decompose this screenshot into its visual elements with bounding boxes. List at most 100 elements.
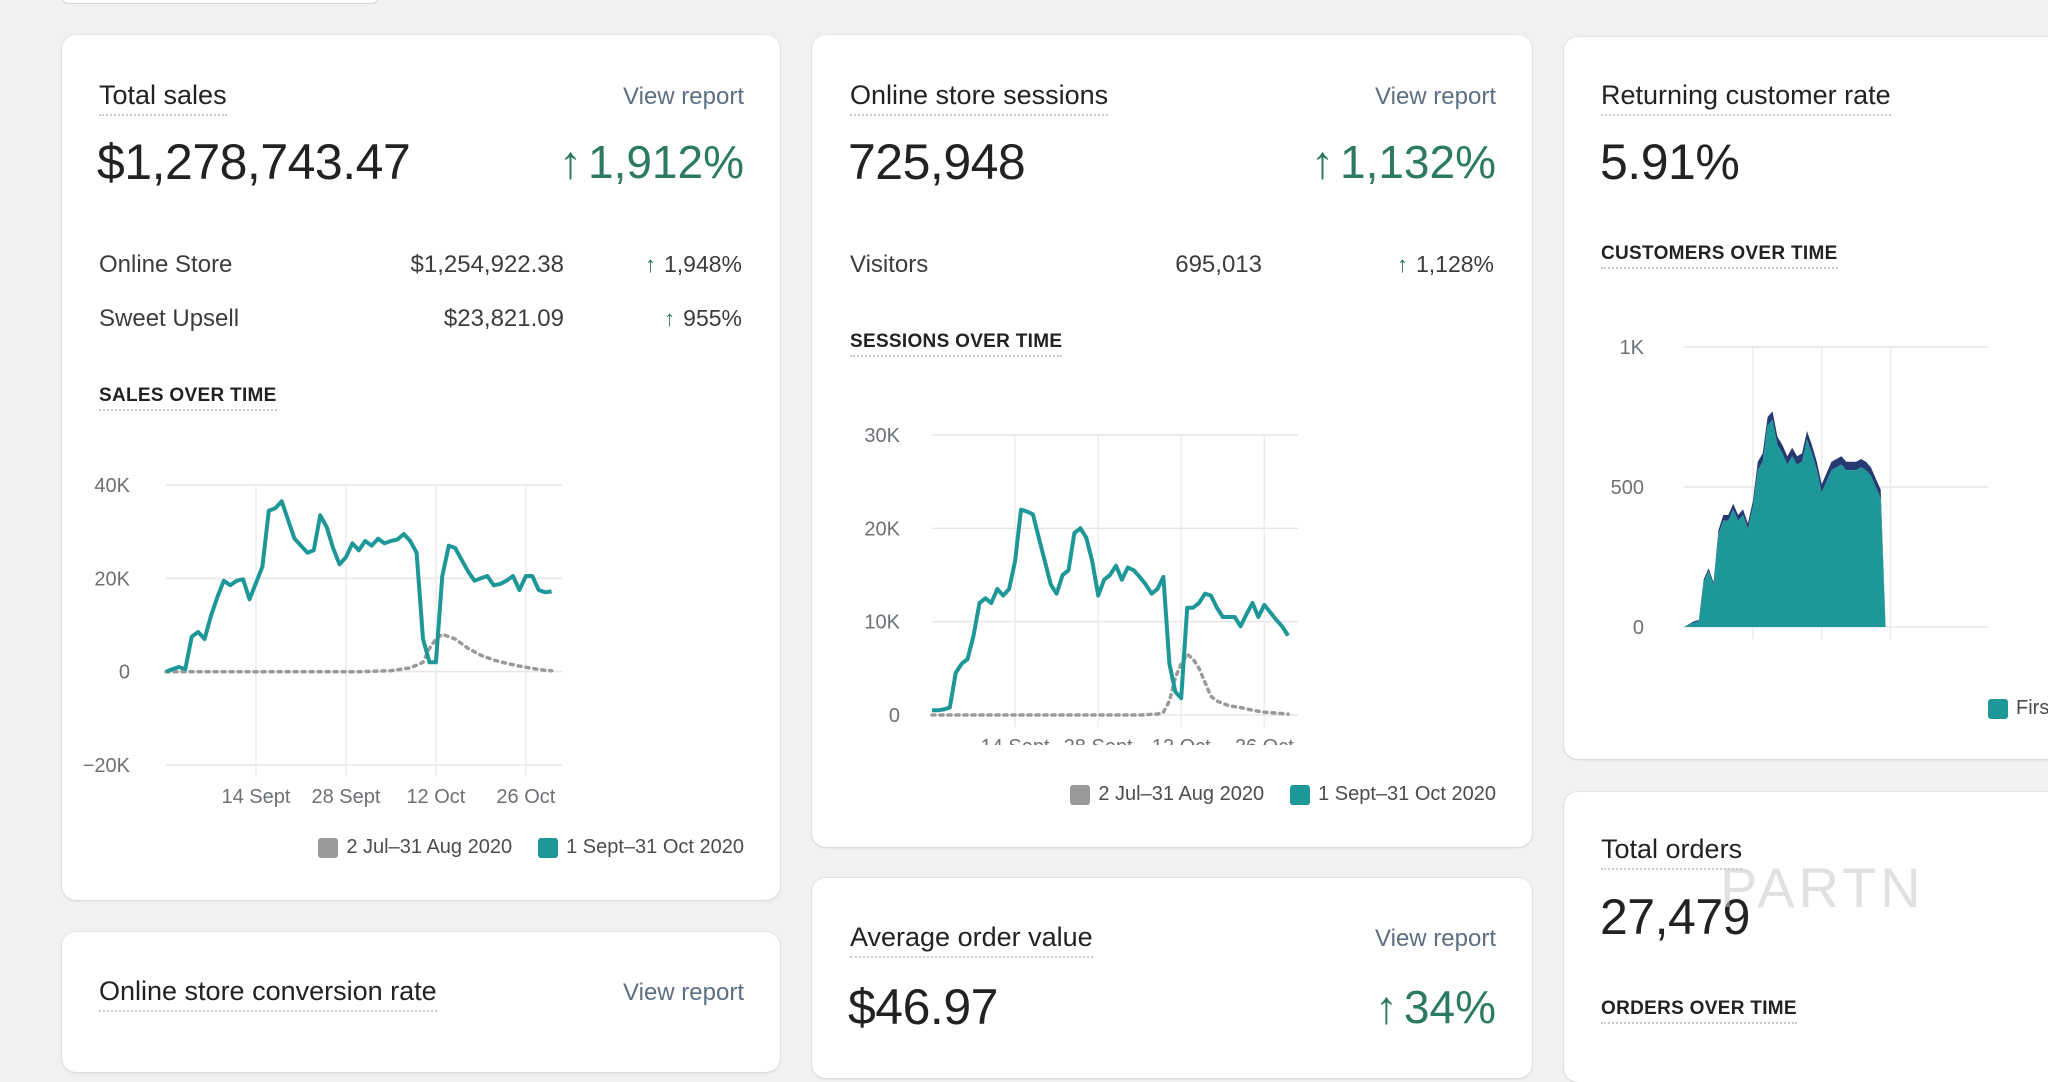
data-point[interactable] xyxy=(246,595,254,603)
data-point[interactable] xyxy=(993,585,1001,593)
data-point[interactable] xyxy=(284,516,292,524)
data-point[interactable] xyxy=(220,577,228,585)
card-title[interactable]: Online store sessions xyxy=(850,80,1109,116)
data-point[interactable] xyxy=(258,563,266,571)
card-title[interactable]: Returning customer rate xyxy=(1601,80,1891,116)
data-point[interactable] xyxy=(1041,557,1049,565)
data-point[interactable] xyxy=(1284,632,1292,640)
view-report-link[interactable]: View report xyxy=(1375,925,1496,952)
data-point[interactable] xyxy=(438,572,446,580)
series-line-current[interactable] xyxy=(165,499,552,674)
data-point[interactable] xyxy=(964,655,972,663)
data-point[interactable] xyxy=(1237,622,1245,630)
data-point[interactable] xyxy=(1159,573,1167,581)
data-point[interactable] xyxy=(226,581,234,589)
data-point[interactable] xyxy=(1136,573,1144,581)
data-point[interactable] xyxy=(181,665,189,673)
section-title[interactable]: ORDERS OVER TIME xyxy=(1601,998,1797,1024)
data-point[interactable] xyxy=(323,523,331,531)
view-report-link[interactable]: View report xyxy=(623,83,744,110)
sales-over-time-chart[interactable]: 40K 20K 0 −20K 14 Sept 28 Sept 12 Oct 26 Oct xyxy=(62,425,780,845)
data-point[interactable] xyxy=(1177,694,1185,702)
data-point[interactable] xyxy=(483,572,491,580)
data-point[interactable] xyxy=(406,537,414,545)
data-point[interactable] xyxy=(999,592,1007,600)
section-title[interactable]: SALES OVER TIME xyxy=(99,385,277,411)
data-point[interactable] xyxy=(355,546,363,554)
data-point[interactable] xyxy=(213,593,221,601)
data-point[interactable] xyxy=(970,632,978,640)
data-point[interactable] xyxy=(1082,534,1090,542)
data-point[interactable] xyxy=(1076,524,1084,532)
data-point[interactable] xyxy=(194,628,202,636)
data-point[interactable] xyxy=(451,544,459,552)
card-title[interactable]: Total orders xyxy=(1601,834,1743,870)
data-point[interactable] xyxy=(1142,580,1150,588)
area-first-time[interactable] xyxy=(1684,419,1886,627)
data-point[interactable] xyxy=(1106,571,1114,579)
data-point[interactable] xyxy=(1064,566,1072,574)
data-point[interactable] xyxy=(336,560,344,568)
data-point[interactable] xyxy=(1266,608,1274,616)
legend-item-previous[interactable]: 2 Jul–31 Aug 2020 xyxy=(1070,783,1264,806)
legend-item-previous[interactable]: 2 Jul–31 Aug 2020 xyxy=(318,836,512,859)
data-point[interactable] xyxy=(528,572,536,580)
data-point[interactable] xyxy=(1248,599,1256,607)
data-point[interactable] xyxy=(1213,604,1221,612)
data-point[interactable] xyxy=(400,530,408,538)
series-line-previous[interactable] xyxy=(930,651,1290,717)
data-point[interactable] xyxy=(548,587,556,595)
data-point[interactable] xyxy=(342,553,350,561)
data-point[interactable] xyxy=(946,704,954,712)
legend-item-first-time[interactable]: Firs xyxy=(1988,697,2048,720)
data-point[interactable] xyxy=(1243,610,1251,618)
data-point[interactable] xyxy=(278,497,286,505)
data-point[interactable] xyxy=(207,612,215,620)
data-point[interactable] xyxy=(1029,510,1037,518)
data-point[interactable] xyxy=(1260,601,1268,609)
data-point[interactable] xyxy=(509,572,517,580)
legend-item-current[interactable]: 1 Sept–31 Oct 2020 xyxy=(538,836,744,859)
data-point[interactable] xyxy=(329,544,337,552)
data-point[interactable] xyxy=(503,577,511,585)
data-point[interactable] xyxy=(1195,599,1203,607)
data-point[interactable] xyxy=(201,635,209,643)
data-point[interactable] xyxy=(1094,592,1102,600)
card-title[interactable]: Average order value xyxy=(850,922,1093,958)
data-point[interactable] xyxy=(374,535,382,543)
data-point[interactable] xyxy=(1272,616,1280,624)
data-point[interactable] xyxy=(458,556,466,564)
data-point[interactable] xyxy=(348,539,356,547)
data-point[interactable] xyxy=(987,599,995,607)
data-point[interactable] xyxy=(271,504,279,512)
data-point[interactable] xyxy=(1035,534,1043,542)
data-point[interactable] xyxy=(368,542,376,550)
series-line-previous[interactable] xyxy=(164,632,554,674)
data-point[interactable] xyxy=(1254,613,1262,621)
data-point[interactable] xyxy=(1171,688,1179,696)
card-title[interactable]: Online store conversion rate xyxy=(99,976,437,1012)
section-title[interactable]: SESSIONS OVER TIME xyxy=(850,331,1063,357)
data-point[interactable] xyxy=(1130,566,1138,574)
data-point[interactable] xyxy=(1053,590,1061,598)
data-point[interactable] xyxy=(1278,622,1286,630)
data-point[interactable] xyxy=(1165,660,1173,668)
data-point[interactable] xyxy=(1154,585,1162,593)
data-point[interactable] xyxy=(291,535,299,543)
data-point[interactable] xyxy=(1231,613,1239,621)
data-point[interactable] xyxy=(297,542,305,550)
data-point[interactable] xyxy=(1005,585,1013,593)
data-point[interactable] xyxy=(1112,562,1120,570)
legend-item-current[interactable]: 1 Sept–31 Oct 2020 xyxy=(1290,783,1496,806)
data-point[interactable] xyxy=(310,546,318,554)
data-point[interactable] xyxy=(515,586,523,594)
data-point[interactable] xyxy=(1047,580,1055,588)
data-point[interactable] xyxy=(316,511,324,519)
data-point[interactable] xyxy=(239,575,247,583)
card-title[interactable]: Total sales xyxy=(99,80,227,116)
data-point[interactable] xyxy=(1207,592,1215,600)
data-point[interactable] xyxy=(1011,557,1019,565)
sessions-over-time-chart[interactable]: 30K 20K 10K 0 14 Sept 28 Sept 12 Oct 26 Oct xyxy=(812,375,1532,745)
data-point[interactable] xyxy=(952,669,960,677)
